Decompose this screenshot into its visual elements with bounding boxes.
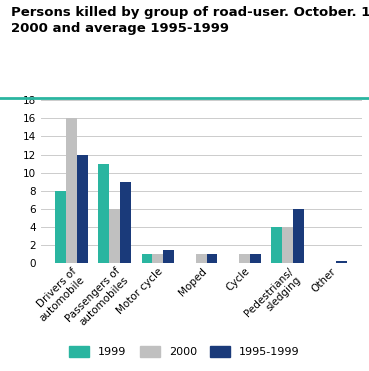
Text: Persons killed by group of road-user. October. 1999,
2000 and average 1995-1999: Persons killed by group of road-user. Oc… — [11, 6, 369, 35]
Legend: 1999, 2000, 1995-1999: 1999, 2000, 1995-1999 — [65, 341, 304, 362]
Bar — [207, 255, 217, 263]
Bar — [271, 227, 282, 263]
Bar — [109, 209, 120, 263]
Bar — [55, 191, 66, 263]
Bar — [250, 255, 261, 263]
Bar — [142, 255, 152, 263]
Bar — [77, 155, 87, 263]
Bar — [336, 261, 347, 263]
Bar — [293, 209, 304, 263]
Bar — [120, 182, 131, 263]
Bar — [99, 164, 109, 263]
Bar — [66, 118, 77, 263]
Bar — [163, 250, 174, 263]
Bar — [282, 227, 293, 263]
Bar — [239, 255, 250, 263]
Bar — [152, 255, 163, 263]
Bar — [196, 255, 207, 263]
